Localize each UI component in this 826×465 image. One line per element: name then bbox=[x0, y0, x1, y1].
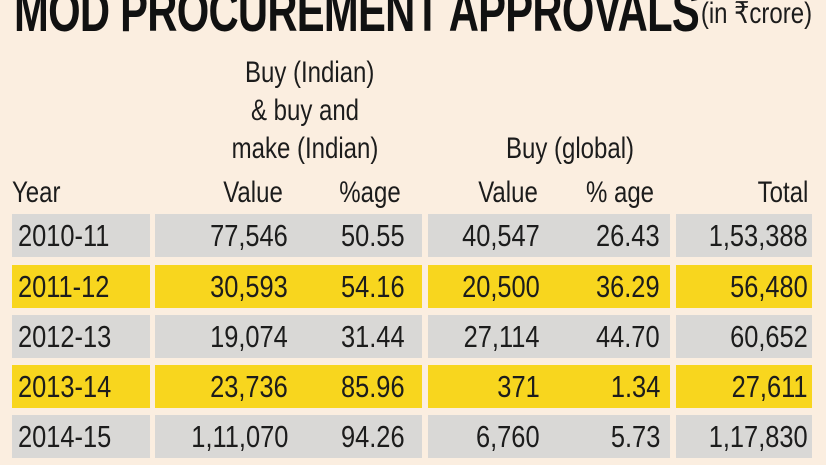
col-header-indian-pct: %age bbox=[339, 176, 401, 209]
table-cell-year: 2013-14 bbox=[18, 369, 112, 404]
table-cell-global-pct: 5.73 bbox=[610, 419, 660, 454]
row-cell-block bbox=[428, 265, 670, 308]
table-cell-global-pct: 44.70 bbox=[596, 319, 660, 354]
group-header-global: Buy (global) bbox=[505, 132, 635, 165]
unit-label: (in ₹crore) bbox=[700, 0, 812, 30]
row-cell-block bbox=[12, 415, 150, 458]
table-cell-indian-pct: 31.44 bbox=[341, 319, 405, 354]
chart-title: MOD PROCUREMENT APPROVALS bbox=[14, 0, 700, 44]
table-cell-indian-pct: 94.26 bbox=[341, 419, 405, 454]
table-cell-indian-value: 30,593 bbox=[210, 269, 288, 304]
table-cell-indian-value: 77,546 bbox=[210, 218, 288, 253]
table-cell-global-value: 371 bbox=[497, 369, 540, 404]
col-header-total: Total bbox=[757, 176, 808, 209]
row-cell-block bbox=[12, 365, 150, 408]
row-cell-block bbox=[428, 365, 670, 408]
col-header-global-value: Value bbox=[478, 176, 538, 209]
row-cell-block bbox=[428, 415, 670, 458]
group-header-indian-line1: Buy (Indian) bbox=[245, 56, 375, 89]
row-cell-block bbox=[155, 214, 422, 257]
group-header-indian-line2: & buy and bbox=[250, 94, 360, 127]
table-cell-year: 2010-11 bbox=[18, 218, 110, 253]
table-cell-year: 2012-13 bbox=[18, 319, 112, 354]
table-cell-total: 27,611 bbox=[732, 369, 808, 404]
row-cell-block bbox=[155, 415, 422, 458]
row-cell-block bbox=[428, 315, 670, 358]
table-cell-global-pct: 36.29 bbox=[596, 269, 660, 304]
table-cell-indian-value: 19,074 bbox=[210, 319, 288, 354]
table-cell-global-pct: 1.34 bbox=[610, 369, 660, 404]
col-header-year: Year bbox=[12, 176, 61, 209]
row-cell-block bbox=[155, 365, 422, 408]
table-cell-indian-value: 1,11,070 bbox=[190, 419, 288, 454]
table-cell-total: 1,53,388 bbox=[709, 218, 808, 253]
table-cell-global-value: 20,500 bbox=[462, 269, 540, 304]
group-header-indian-line3: make (Indian) bbox=[231, 132, 379, 165]
table-cell-year: 2014-15 bbox=[18, 419, 112, 454]
row-cell-block bbox=[676, 214, 812, 257]
col-header-global-pct: % age bbox=[585, 176, 655, 209]
row-cell-block bbox=[12, 214, 150, 257]
table-cell-global-value: 6,760 bbox=[476, 419, 540, 454]
table-cell-global-value: 40,547 bbox=[462, 218, 540, 253]
table-cell-indian-pct: 54.16 bbox=[341, 269, 405, 304]
row-cell-block bbox=[676, 315, 812, 358]
table-cell-total: 1,17,830 bbox=[709, 419, 808, 454]
table-cell-global-value: 27,114 bbox=[464, 319, 540, 354]
row-cell-block bbox=[676, 265, 812, 308]
row-cell-block bbox=[12, 315, 150, 358]
table-cell-global-pct: 26.43 bbox=[596, 218, 660, 253]
table-cell-total: 56,480 bbox=[730, 269, 808, 304]
row-cell-block bbox=[155, 315, 422, 358]
row-cell-block bbox=[676, 365, 812, 408]
table-cell-total: 60,652 bbox=[730, 319, 808, 354]
row-cell-block bbox=[428, 214, 670, 257]
table-cell-year: 2011-12 bbox=[18, 269, 110, 304]
col-header-indian-value: Value bbox=[223, 176, 283, 209]
table-cell-indian-value: 23,736 bbox=[210, 369, 288, 404]
table-cell-indian-pct: 50.55 bbox=[341, 218, 405, 253]
row-cell-block bbox=[12, 265, 150, 308]
row-cell-block bbox=[155, 265, 422, 308]
row-cell-block bbox=[676, 415, 812, 458]
table-cell-indian-pct: 85.96 bbox=[341, 369, 405, 404]
